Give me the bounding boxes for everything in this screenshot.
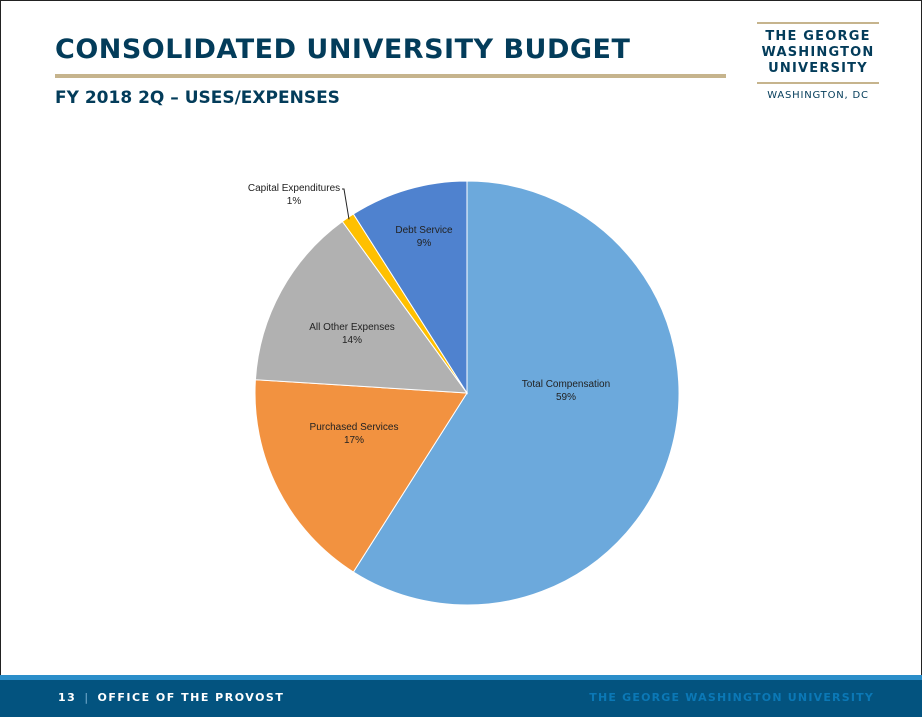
- pie-label-capital-expenditures: Capital Expenditures 1%: [248, 183, 340, 207]
- logo-top-rule: [757, 22, 879, 24]
- pie-label-value: 59%: [556, 392, 576, 403]
- footer-office: OFFICE OF THE PROVOST: [97, 691, 285, 704]
- pie-label-all-other-expenses: All Other Expenses 14%: [309, 322, 395, 346]
- title-rule: [55, 74, 726, 78]
- pie-label-name: Total Compensation: [522, 379, 610, 390]
- pie-label-debt-service: Debt Service 9%: [395, 225, 453, 249]
- page-title: CONSOLIDATED UNIVERSITY BUDGET: [55, 34, 631, 65]
- page-number: 13: [58, 691, 77, 704]
- pie-label-value: 17%: [344, 435, 364, 446]
- footer-separator: |: [84, 691, 90, 704]
- university-logo: THE GEORGE WASHINGTON UNIVERSITY WASHING…: [757, 22, 879, 101]
- footer-bar: 13 | OFFICE OF THE PROVOST THE GEORGE WASH…: [0, 680, 922, 717]
- pie-label-name: Capital Expenditures: [248, 183, 340, 194]
- logo-line-1: THE GEORGE: [765, 29, 871, 44]
- pie-label-value: 1%: [287, 196, 302, 207]
- logo-line-2: WASHINGTON: [761, 45, 875, 60]
- pie-slice-all-other-expenses: [254, 220, 469, 394]
- pie-label-name: All Other Expenses: [309, 322, 395, 333]
- pie-chart: Total Compensation 59% Purchased Services 1…: [248, 180, 680, 606]
- leader-line-capital-expenditures: [342, 188, 350, 220]
- pie-slice-total-compensation: [352, 180, 680, 606]
- pie-label-name: Debt Service: [395, 225, 453, 236]
- pie-slice-purchased-services: [254, 379, 468, 573]
- pie-slice-debt-service: [352, 180, 468, 395]
- pie-label-value: 14%: [342, 335, 362, 346]
- logo-divider: [757, 82, 879, 84]
- pie-label-value: 9%: [417, 238, 432, 249]
- pie-label-name: Purchased Services: [310, 422, 399, 433]
- footer-left: 13 | OFFICE OF THE PROVOST: [58, 691, 284, 704]
- logo-line-3: UNIVERSITY: [768, 61, 868, 76]
- pie-label-total-compensation: Total Compensation 59%: [522, 379, 610, 403]
- footer-stripe: [0, 675, 922, 680]
- logo-city: WASHINGTON, DC: [767, 90, 869, 101]
- footer-university: THE GEORGE WASHINGTON UNIVERSITY: [589, 691, 874, 704]
- page-subtitle: FY 2018 2Q – USES/EXPENSES: [55, 88, 340, 108]
- pie-label-purchased-services: Purchased Services 17%: [310, 422, 399, 446]
